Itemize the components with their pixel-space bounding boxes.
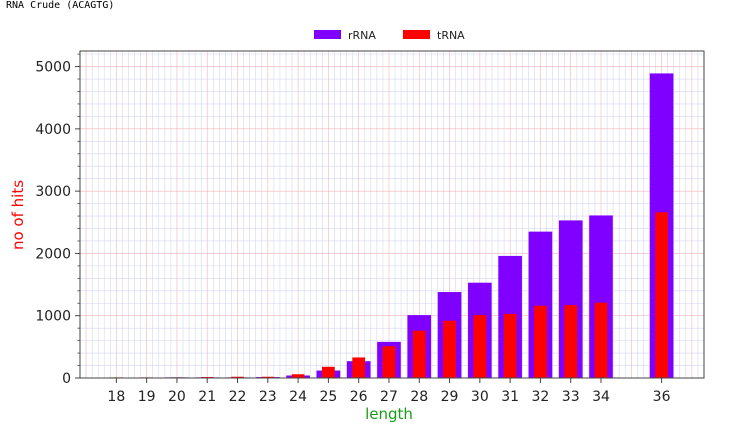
bar-trna-24 (291, 374, 305, 378)
x-tick-label: 24 (289, 389, 307, 405)
x-tick-label: 19 (138, 389, 156, 405)
bar-trna-36 (655, 212, 668, 378)
x-tick-label: 36 (653, 389, 671, 405)
plot-frame (79, 50, 705, 379)
x-tick-label: 31 (501, 389, 519, 405)
bar-trna-28 (412, 330, 426, 378)
bar-trna-33 (564, 305, 578, 378)
y-tick-label: 1000 (35, 309, 71, 325)
bar-trna-30 (473, 315, 487, 378)
x-tick-label: 26 (350, 389, 368, 405)
bars (104, 73, 674, 378)
bar-trna-23 (261, 376, 275, 378)
x-tick-label: 28 (410, 389, 428, 405)
legend-swatch-rrna (314, 30, 341, 39)
bar-trna-27 (382, 346, 396, 378)
x-tick-label: 32 (532, 389, 550, 405)
y-tick-label: 0 (62, 371, 71, 387)
x-tick-label: 29 (441, 389, 459, 405)
x-tick-label: 33 (562, 389, 580, 405)
grid (80, 51, 704, 378)
y-tick-label: 5000 (35, 60, 71, 76)
y-tick-label: 4000 (35, 122, 71, 138)
bar-trna-26 (352, 357, 366, 378)
bar-trna-25 (322, 366, 335, 378)
x-tick-label: 30 (471, 389, 489, 405)
bar-trna-22 (231, 376, 244, 378)
bar-trna-29 (443, 320, 456, 378)
legend-label-rrna: rRNA (348, 29, 376, 42)
legend-swatch-trna (403, 30, 430, 39)
y-axis-label: no of hits (9, 180, 27, 250)
x-tick-label: 22 (229, 389, 247, 405)
x-tick-label: 27 (380, 389, 398, 405)
x-axis-label: length (365, 405, 413, 423)
x-tick-label: 34 (592, 389, 610, 405)
y-tick-label: 3000 (35, 184, 71, 200)
legend: rRNA tRNA (314, 29, 465, 42)
x-tick-label: 23 (259, 389, 277, 405)
x-tick-label: 20 (168, 389, 186, 405)
y-tick-label: 2000 (35, 246, 71, 262)
x-tick-label: 18 (107, 389, 125, 405)
legend-label-trna: tRNA (437, 29, 465, 42)
bar-trna-34 (594, 302, 608, 378)
page-title: RNA Crude (ACAGTG) (6, 0, 115, 11)
axes: 0 1000 2000 3000 4000 5000 18 19 20 21 22 23 24 25 26 2… (35, 53, 671, 405)
bar-trna-32 (534, 305, 547, 378)
x-tick-label: 25 (319, 389, 337, 405)
x-tick-label: 21 (198, 389, 216, 405)
bar-trna-31 (503, 313, 517, 378)
